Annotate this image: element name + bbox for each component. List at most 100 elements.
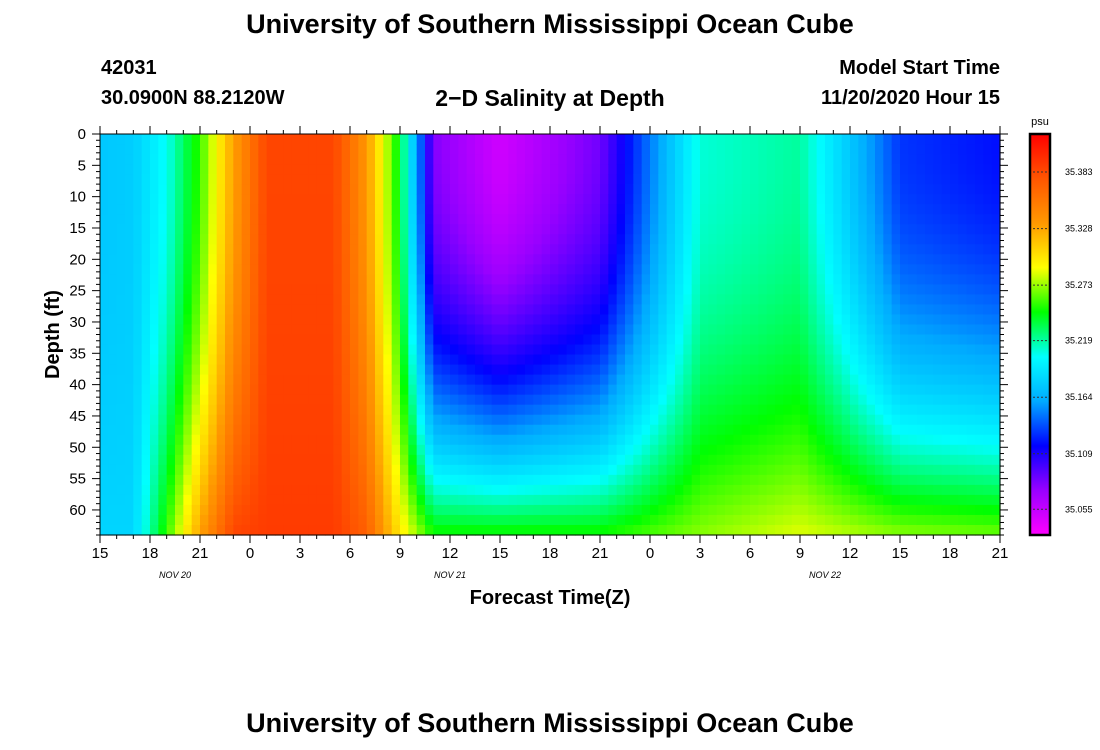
heatmap-cell	[316, 364, 326, 376]
heatmap-cell	[766, 164, 776, 175]
heatmap-cell	[216, 144, 226, 155]
heatmap-cell	[991, 204, 1001, 215]
heatmap-cell	[275, 434, 284, 446]
heatmap-cell	[608, 234, 618, 245]
heatmap-cell	[916, 504, 926, 516]
heatmap-cell	[516, 494, 526, 506]
heatmap-cell	[691, 214, 701, 225]
heatmap-cell	[383, 434, 393, 446]
heatmap-cell	[658, 514, 668, 526]
heatmap-cell	[133, 264, 143, 275]
heatmap-cell	[325, 464, 334, 476]
heatmap-cell	[708, 404, 718, 416]
heatmap-cell	[633, 454, 643, 466]
heatmap-cell	[133, 304, 143, 316]
heatmap-cell	[133, 404, 143, 416]
heatmap-cell	[775, 204, 784, 215]
heatmap-cell	[291, 474, 301, 486]
heatmap-cell	[141, 164, 151, 175]
heatmap-cell	[800, 184, 809, 195]
heatmap-cell	[375, 384, 384, 396]
heatmap-cell	[191, 174, 201, 185]
heatmap-cell	[241, 154, 251, 165]
heatmap-cell	[341, 244, 351, 255]
heatmap-cell	[575, 204, 584, 215]
heatmap-cell	[233, 324, 243, 336]
heatmap-cell	[800, 474, 809, 486]
heatmap-cell	[841, 144, 851, 155]
heatmap-cell	[866, 294, 876, 306]
heatmap-cell	[791, 294, 801, 306]
heatmap-cell	[841, 334, 851, 346]
heatmap-cell	[666, 394, 676, 406]
heatmap-cell	[991, 304, 1001, 316]
heatmap-cell	[341, 174, 351, 185]
heatmap-cell	[808, 524, 818, 536]
heatmap-cell	[283, 464, 293, 476]
heatmap-cell	[958, 264, 968, 275]
heatmap-cell	[108, 334, 118, 346]
heatmap-cell	[758, 444, 768, 456]
heatmap-cell	[833, 494, 843, 506]
heatmap-cell	[800, 314, 809, 326]
heatmap-cell	[783, 294, 793, 306]
heatmap-cell	[691, 394, 701, 406]
heatmap-cell	[716, 524, 726, 536]
heatmap-cell	[658, 264, 668, 275]
heatmap-cell	[458, 234, 468, 245]
heatmap-cell	[216, 514, 226, 526]
heatmap-cell	[941, 294, 951, 306]
heatmap-cell	[591, 144, 601, 155]
heatmap-cell	[616, 274, 626, 285]
heatmap-cell	[441, 454, 451, 466]
heatmap-cell	[175, 494, 184, 506]
heatmap-cell	[708, 434, 718, 446]
heatmap-cell	[533, 454, 543, 466]
heatmap-cell	[325, 204, 334, 215]
heatmap-cell	[641, 434, 651, 446]
heatmap-cell	[550, 454, 559, 466]
heatmap-cell	[341, 394, 351, 406]
heatmap-cell	[383, 514, 393, 526]
heatmap-cell	[458, 134, 468, 145]
heatmap-cell	[591, 354, 601, 366]
heatmap-cell	[933, 404, 943, 416]
heatmap-cell	[416, 314, 426, 326]
heatmap-cell	[533, 284, 543, 296]
heatmap-cell	[241, 514, 251, 526]
heatmap-cell	[675, 234, 684, 245]
heatmap-cell	[716, 474, 726, 486]
heatmap-cell	[133, 274, 143, 285]
heatmap-cell	[483, 494, 493, 506]
heatmap-cell	[158, 324, 168, 336]
heatmap-cell	[533, 234, 543, 245]
heatmap-cell	[116, 154, 126, 165]
heatmap-cell	[191, 244, 201, 255]
heatmap-cell	[158, 144, 168, 155]
heatmap-cell	[133, 204, 143, 215]
heatmap-cell	[875, 154, 884, 165]
heatmap-cell	[125, 354, 134, 366]
heatmap-cell	[750, 364, 759, 376]
heatmap-cell	[858, 434, 868, 446]
heatmap-cell	[500, 184, 509, 195]
heatmap-cell	[333, 154, 343, 165]
heatmap-cell	[191, 384, 201, 396]
heatmap-cell	[741, 484, 751, 496]
heatmap-cell	[583, 294, 593, 306]
heatmap-cell	[158, 504, 168, 516]
heatmap-cell	[483, 304, 493, 316]
heatmap-cell	[666, 194, 676, 205]
heatmap-cell	[350, 484, 359, 496]
heatmap-cell	[450, 304, 459, 316]
heatmap-cell	[600, 184, 609, 195]
heatmap-cell	[833, 374, 843, 386]
colorbar-tick-label: 35.219	[1065, 336, 1093, 346]
heatmap-cell	[908, 194, 918, 205]
heatmap-cell	[708, 474, 718, 486]
heatmap-cell	[150, 464, 159, 476]
heatmap-cell	[375, 284, 384, 296]
heatmap-cell	[716, 294, 726, 306]
heatmap-cell	[958, 384, 968, 396]
heatmap-cell	[400, 184, 409, 195]
